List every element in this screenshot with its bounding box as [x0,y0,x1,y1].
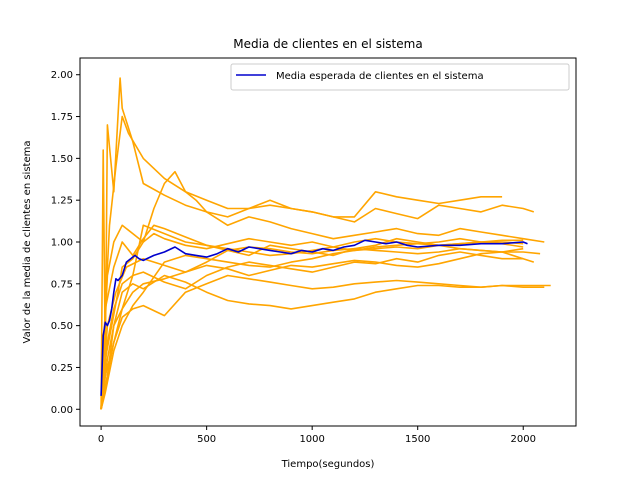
x-tick-label: 500 [197,434,216,445]
series-line-run-3 [100,170,545,410]
series-line-run-7 [100,251,535,410]
y-tick-label: 1.75 [51,112,73,123]
series-line-run-8 [100,247,524,410]
series-line-run-10 [100,274,545,410]
x-tick-label: 2000 [511,434,536,445]
y-axis: 0.00 0.25 0.50 0.75 1.00 1.25 1.50 1.75 2.00 [51,70,80,416]
legend-entry-mean: Media esperada de clientes en el sistema [276,71,484,82]
series-line-run-9 [100,274,551,410]
x-tick-label: 0 [98,434,104,445]
y-tick-label: 2.00 [51,70,73,81]
series-line-run-6 [100,237,524,410]
y-tick-label: 1.50 [51,154,73,165]
plot-area [79,57,577,427]
x-tick-label: 1000 [299,434,324,445]
y-tick-label: 0.00 [51,405,73,416]
series-line-run-4 [100,224,524,410]
legend: Media esperada de clientes en el sistema [230,63,570,91]
x-tick-label: 1500 [405,434,430,445]
y-axis-label: Valor de la media de clientes en sistema [22,141,33,344]
series-line-mean-1 [100,239,528,396]
x-axis: 0 500 1000 1500 2000 [98,426,536,445]
y-tick-label: 0.50 [51,321,73,332]
y-tick-label: 1.00 [51,238,73,249]
y-tick-label: 0.25 [51,363,73,374]
legend-box [230,63,570,91]
x-axis-label: Tiempo(segundos) [281,459,375,470]
y-tick-label: 1.25 [51,196,73,207]
series-line-run-2 [100,115,535,410]
chart-title: Media de clientes en el sistema [233,37,422,51]
y-tick-label: 0.75 [51,279,73,290]
